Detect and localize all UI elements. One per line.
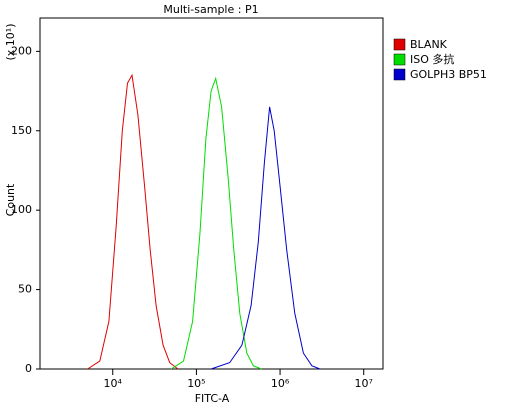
legend-swatch [393, 53, 406, 66]
y-axis-label: Count [4, 183, 17, 216]
legend-label: ISO 多抗 [410, 52, 454, 66]
legend-label: GOLPH3 BP51 [410, 68, 487, 81]
y-tick-label: 0 [25, 362, 32, 375]
y-tick-label: 150 [11, 124, 32, 137]
x-tick-label: 10⁴ [104, 377, 123, 390]
x-tick-label: 10⁷ [355, 377, 373, 390]
x-tick-label: 10⁶ [271, 377, 290, 390]
y-tick-label: 200 [11, 44, 32, 57]
histogram-line [210, 106, 321, 370]
y-tick-label: 100 [11, 203, 32, 216]
y-scale-note: (x 10¹) [4, 24, 17, 61]
y-tick-label: 50 [18, 283, 32, 296]
plot-frame [39, 17, 384, 370]
legend-label: BLANK [410, 38, 448, 51]
histogram-line [170, 76, 262, 370]
chart-title: Multi-sample : P1 [163, 3, 258, 16]
x-tick-label: 10⁵ [187, 377, 205, 390]
histogram-line [87, 73, 179, 370]
legend-swatch [393, 68, 406, 81]
legend-swatch [393, 38, 406, 51]
x-axis-label: FITC-A [195, 392, 230, 405]
